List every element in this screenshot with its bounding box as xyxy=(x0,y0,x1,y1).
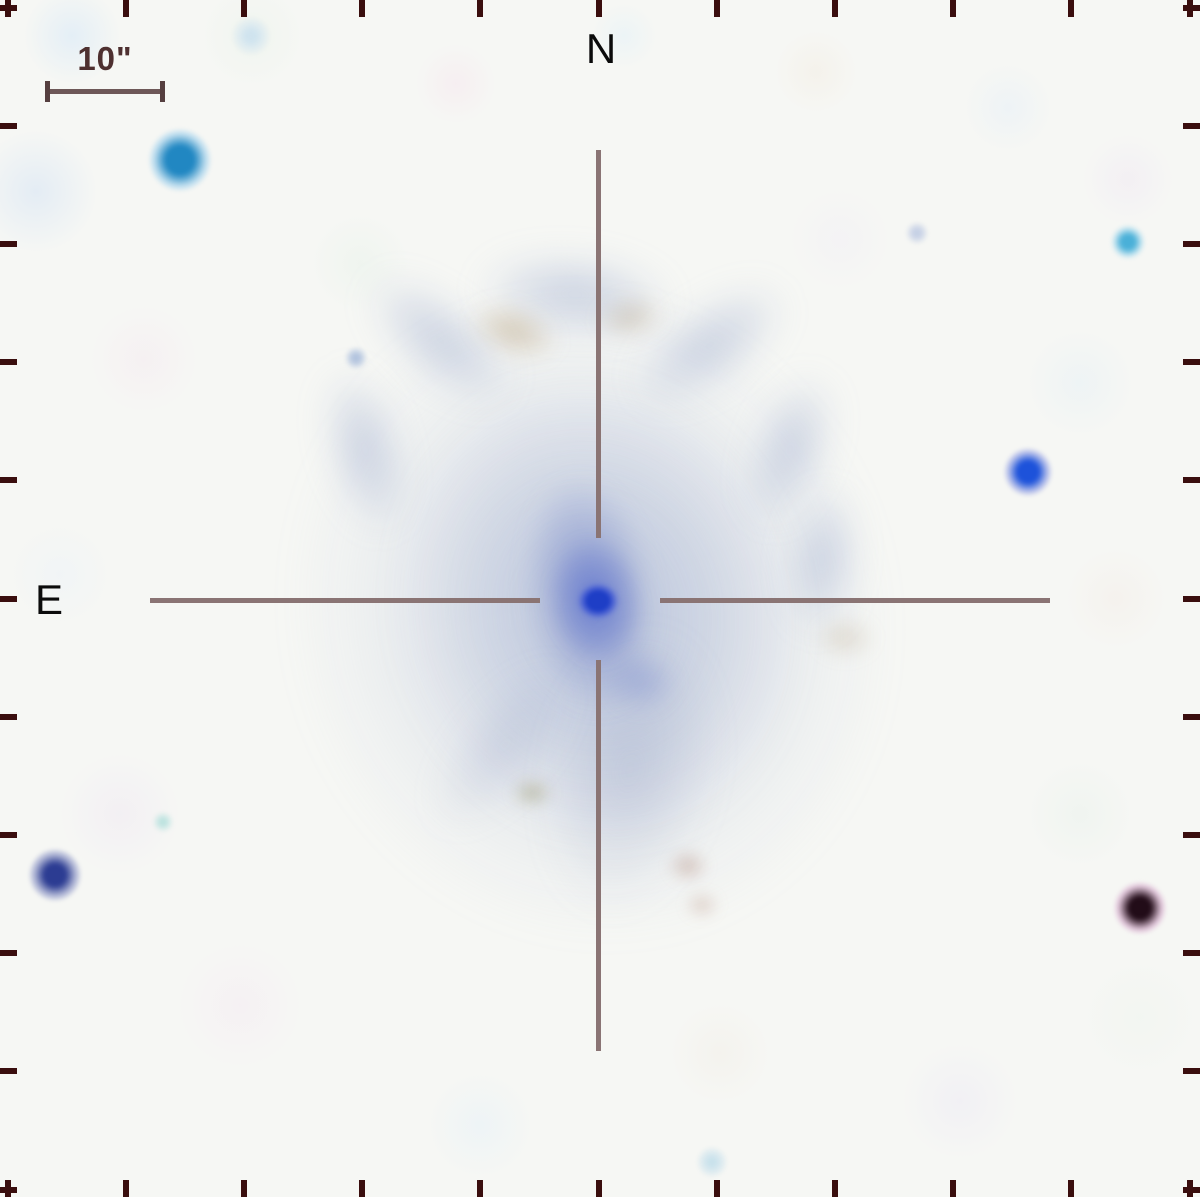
galaxy-dust-patch xyxy=(685,892,719,918)
tick-right-10 xyxy=(1183,1186,1200,1193)
faint-blue-dot-upper-left xyxy=(346,348,366,368)
tick-top-7 xyxy=(831,0,838,17)
tick-left-9 xyxy=(0,1068,17,1075)
tick-right-9 xyxy=(1183,1068,1200,1075)
scale-bar-endcap-right xyxy=(160,81,165,102)
tick-top-6 xyxy=(713,0,720,17)
tick-right-5 xyxy=(1183,595,1200,602)
tick-top-9 xyxy=(1068,0,1075,17)
tick-top-10 xyxy=(1186,0,1193,17)
tick-bottom-7 xyxy=(831,1180,838,1197)
faint-blue-smudge-bottom xyxy=(698,1148,726,1176)
crosshair-horizontal-right xyxy=(660,597,1050,603)
galaxy-dust-patch xyxy=(815,618,875,658)
navy-star-left xyxy=(30,850,80,900)
tick-right-2 xyxy=(1183,240,1200,247)
tick-top-5 xyxy=(595,0,602,17)
bright-teal-star xyxy=(150,130,210,190)
tick-left-5 xyxy=(0,595,17,602)
tick-top-1 xyxy=(122,0,129,17)
tick-left-8 xyxy=(0,950,17,957)
tick-bottom-1 xyxy=(122,1180,129,1197)
galaxy-core xyxy=(575,581,621,621)
tick-left-3 xyxy=(0,359,17,366)
tick-left-2 xyxy=(0,240,17,247)
tick-right-8 xyxy=(1183,950,1200,957)
tick-bottom-6 xyxy=(713,1180,720,1197)
tick-left-4 xyxy=(0,477,17,484)
crosshair-vertical-lower xyxy=(595,660,601,1051)
scale-bar-label: 10" xyxy=(77,40,133,77)
tick-left-0 xyxy=(0,4,17,11)
tick-right-4 xyxy=(1183,477,1200,484)
tick-right-7 xyxy=(1183,831,1200,838)
tick-left-1 xyxy=(0,122,17,129)
galaxy-dust-patch xyxy=(668,850,708,882)
galaxy-dust-patch xyxy=(511,778,553,808)
east-label: E xyxy=(34,576,63,623)
tick-left-7 xyxy=(0,831,17,838)
tick-bottom-9 xyxy=(1068,1180,1075,1197)
tick-top-4 xyxy=(477,0,484,17)
cyan-dot-right xyxy=(1112,226,1144,258)
tick-bottom-8 xyxy=(950,1180,957,1197)
faint-teal-dot-left xyxy=(154,813,172,831)
blue-star-right xyxy=(1005,449,1051,495)
tick-right-6 xyxy=(1183,713,1200,720)
tick-left-10 xyxy=(0,1186,17,1193)
crosshair-vertical-upper xyxy=(595,150,601,538)
tick-bottom-4 xyxy=(477,1180,484,1197)
scale-bar-endcap-left xyxy=(45,81,50,102)
tick-right-1 xyxy=(1183,122,1200,129)
tick-top-8 xyxy=(950,0,957,17)
dark-red-star-bottom-right xyxy=(1115,883,1165,933)
crosshair-horizontal-left xyxy=(150,597,540,603)
north-label: N xyxy=(585,25,617,72)
tick-bottom-5 xyxy=(595,1180,602,1197)
tick-bottom-2 xyxy=(240,1180,247,1197)
scale-bar-line xyxy=(45,89,165,94)
faint-blue-smudge-top xyxy=(233,18,269,54)
tick-bottom-3 xyxy=(359,1180,366,1197)
tick-top-3 xyxy=(359,0,366,17)
faint-dot-upper-right xyxy=(907,223,927,243)
tick-left-6 xyxy=(0,713,17,720)
galaxy-knot xyxy=(604,649,679,714)
tick-right-3 xyxy=(1183,359,1200,366)
tick-top-2 xyxy=(240,0,247,17)
